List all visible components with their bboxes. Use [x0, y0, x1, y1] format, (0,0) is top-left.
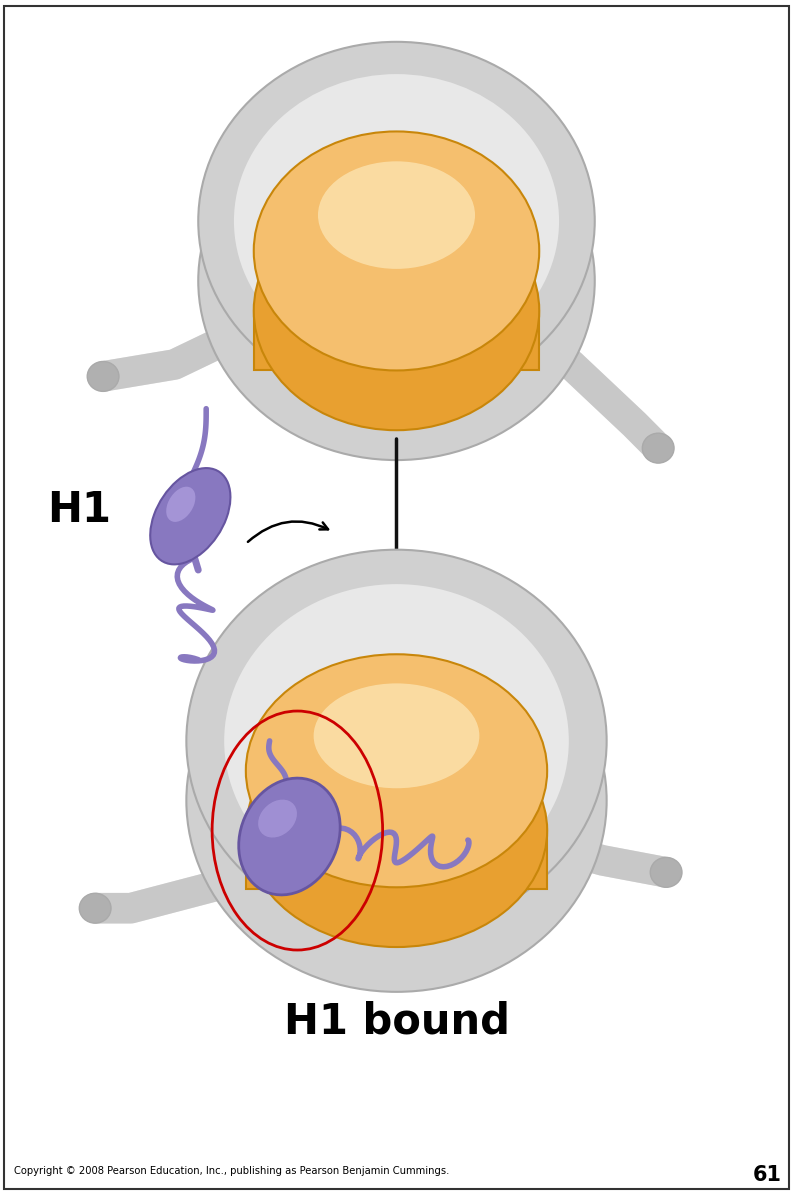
Ellipse shape [239, 778, 340, 895]
Ellipse shape [224, 584, 569, 897]
Ellipse shape [246, 655, 547, 887]
Text: 61: 61 [753, 1165, 781, 1184]
Ellipse shape [650, 858, 682, 887]
Ellipse shape [254, 191, 539, 430]
Ellipse shape [79, 894, 111, 923]
Text: H1: H1 [48, 489, 112, 532]
Ellipse shape [186, 550, 607, 932]
Ellipse shape [234, 74, 559, 368]
Ellipse shape [313, 684, 479, 789]
Ellipse shape [259, 799, 297, 838]
Ellipse shape [198, 42, 595, 400]
Text: Copyright © 2008 Pearson Education, Inc., publishing as Pearson Benjamin Cumming: Copyright © 2008 Pearson Education, Inc.… [14, 1166, 450, 1176]
PathPatch shape [254, 311, 539, 370]
Ellipse shape [246, 715, 547, 946]
Ellipse shape [642, 434, 674, 464]
Ellipse shape [198, 102, 595, 460]
PathPatch shape [246, 829, 547, 889]
Ellipse shape [254, 131, 539, 370]
Ellipse shape [186, 609, 607, 992]
Ellipse shape [318, 161, 475, 269]
Ellipse shape [167, 486, 195, 522]
Ellipse shape [87, 361, 119, 392]
Text: H1 bound: H1 bound [284, 1000, 509, 1043]
Ellipse shape [150, 468, 231, 564]
